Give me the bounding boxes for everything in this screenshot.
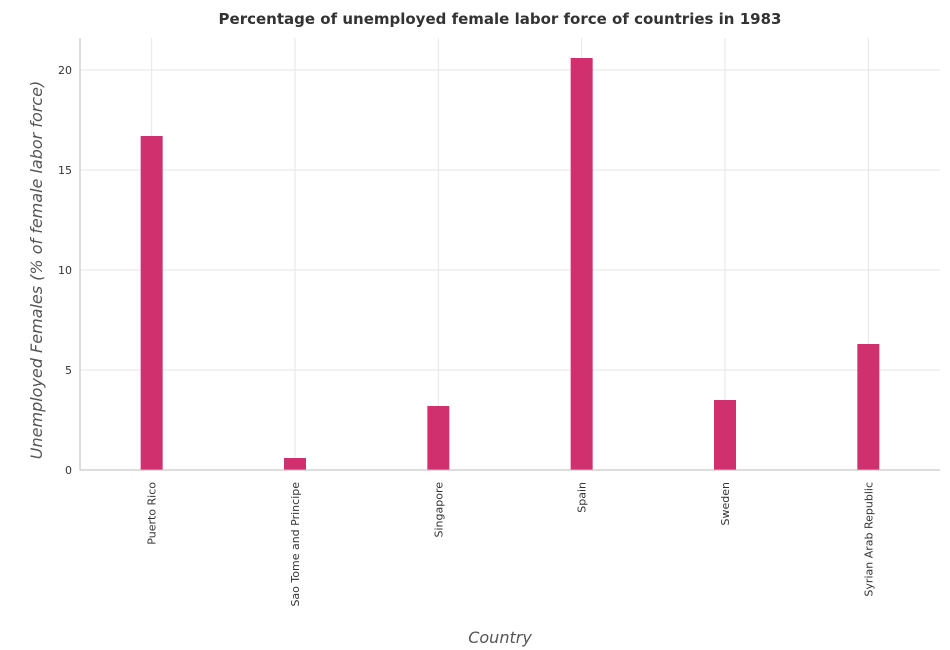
y-tick-label: 5 xyxy=(65,364,72,377)
x-tick-label: Spain xyxy=(576,482,589,513)
y-axis-label: Unemployed Females (% of female labor fo… xyxy=(27,81,46,459)
bar-sao-tome-and-principe xyxy=(284,458,306,470)
x-tick-label: Syrian Arab Republic xyxy=(862,482,875,597)
bar-singapore xyxy=(427,406,450,470)
x-axis-label: Country xyxy=(468,628,532,647)
bar-spain xyxy=(570,58,593,470)
x-tick-label: Singapore xyxy=(432,482,445,538)
bar-puerto-rico xyxy=(140,136,163,470)
bar-syrian-arab-republic xyxy=(857,344,880,470)
y-tick-label: 0 xyxy=(65,464,72,477)
x-tick-label: Sweden xyxy=(719,482,732,525)
chart-title: Percentage of unemployed female labor fo… xyxy=(219,10,782,28)
y-tick-label: 10 xyxy=(58,264,72,277)
bar-sweden xyxy=(714,400,736,470)
bars-layer xyxy=(140,58,880,470)
x-tick-label: Sao Tome and Principe xyxy=(289,482,302,607)
x-tick-label: Puerto Rico xyxy=(146,482,159,545)
grid-layer xyxy=(80,38,940,471)
y-tick-label: 15 xyxy=(58,164,72,177)
ticks-layer: 0 5 10 15 20 Puerto Rico Sao Tome and Principe… xyxy=(58,38,940,607)
y-tick-label: 20 xyxy=(58,64,72,77)
